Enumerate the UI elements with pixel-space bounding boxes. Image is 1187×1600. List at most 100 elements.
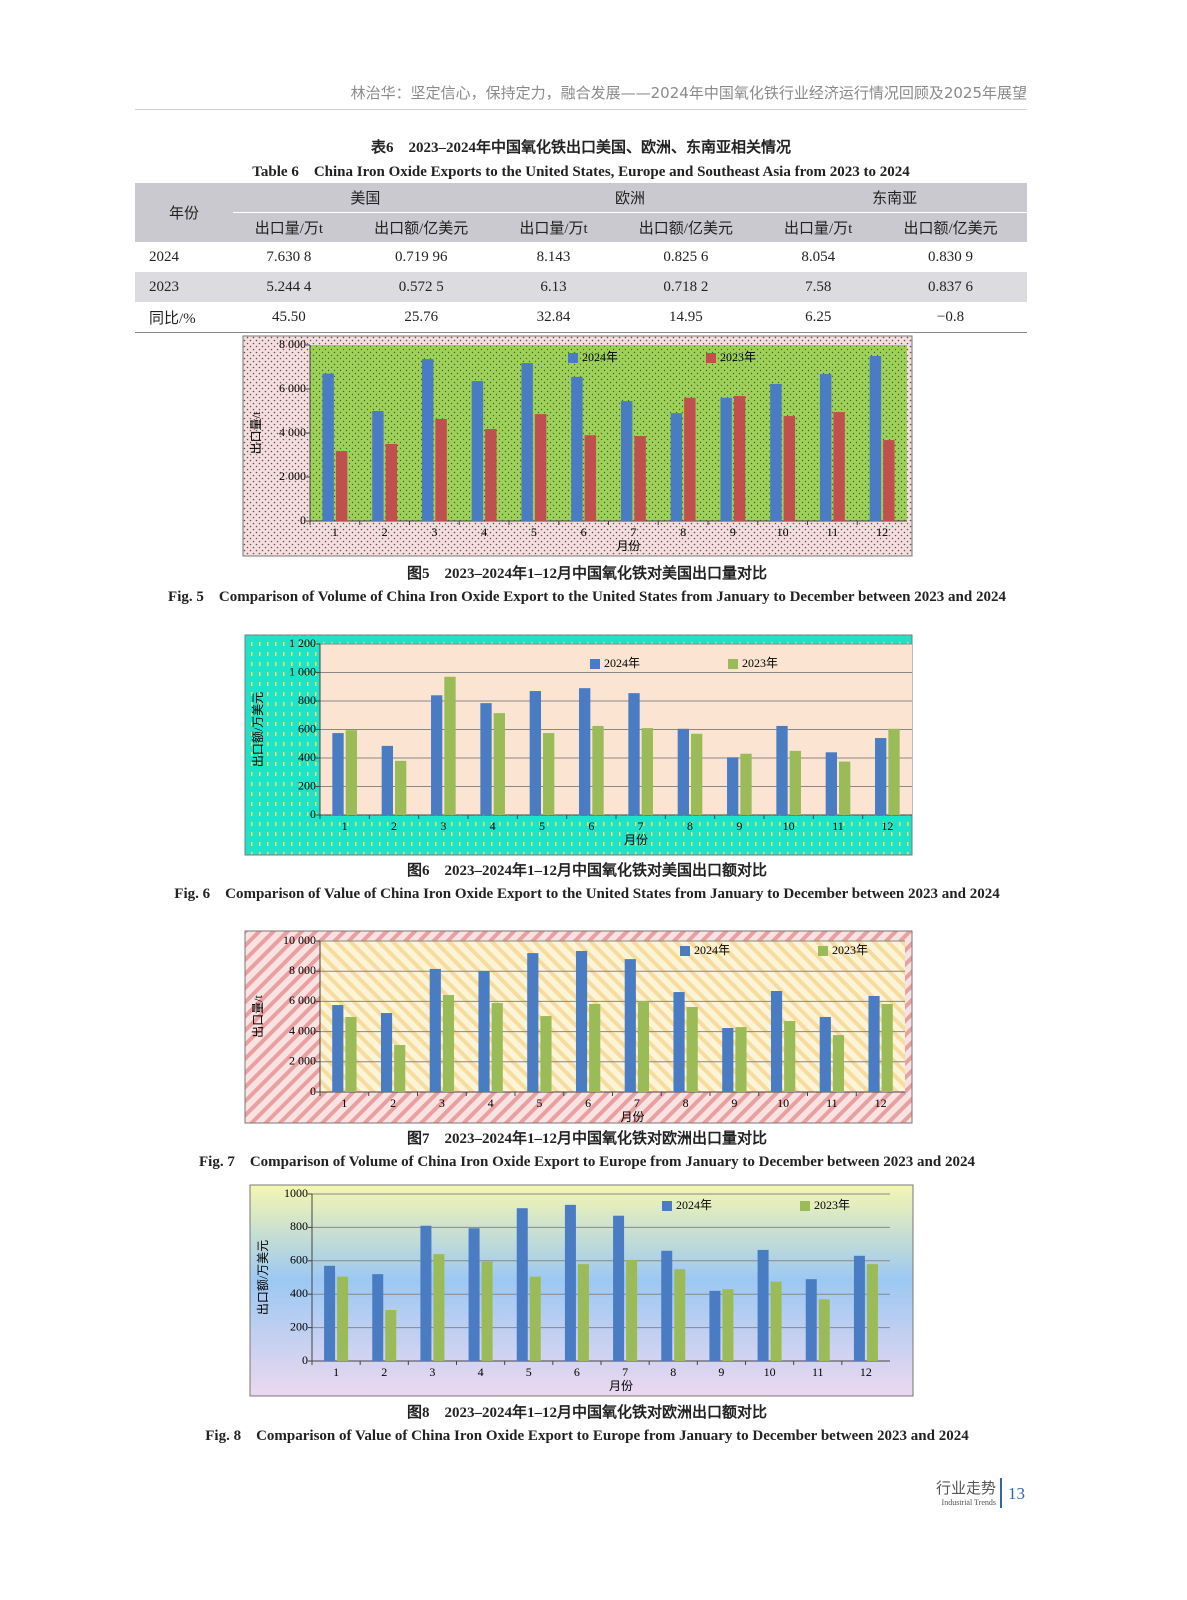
column-header: 出口额/亿美元 bbox=[609, 212, 763, 242]
bar bbox=[543, 733, 555, 815]
table-cell: 2023 bbox=[135, 272, 234, 302]
figure-caption-en: Fig. 7 Comparison of Volume of China Iro… bbox=[199, 1154, 975, 1170]
bar bbox=[770, 990, 783, 1092]
bar bbox=[853, 1255, 865, 1361]
column-header: 出口额/亿美元 bbox=[874, 212, 1027, 242]
y-tick-label: 4 000 bbox=[279, 425, 306, 439]
footer-bar bbox=[1000, 1478, 1002, 1508]
bar bbox=[481, 1261, 493, 1361]
bar bbox=[866, 1264, 878, 1361]
bar bbox=[516, 1208, 528, 1361]
x-axis-label: 月份 bbox=[620, 1110, 644, 1124]
y-axis-label: 出口额/万美元 bbox=[251, 692, 265, 767]
y-tick-label: 200 bbox=[298, 778, 316, 792]
x-tick-label: 12 bbox=[876, 525, 888, 539]
x-tick-label: 11 bbox=[827, 525, 839, 539]
table-cell: 7.630 8 bbox=[266, 248, 312, 265]
group-header: 东南亚 bbox=[762, 183, 1027, 213]
bar bbox=[776, 725, 788, 815]
bar bbox=[527, 953, 539, 1092]
section-name: 行业走势 bbox=[935, 1479, 996, 1497]
x-tick-label: 6 bbox=[574, 1365, 580, 1379]
x-tick-label: 2 bbox=[382, 525, 388, 539]
bar bbox=[485, 429, 497, 521]
x-tick-label: 10 bbox=[777, 525, 789, 539]
bar bbox=[380, 1013, 393, 1092]
section-name-en: Industrial Trends bbox=[941, 1498, 996, 1507]
bar bbox=[431, 695, 443, 815]
x-tick-label: 5 bbox=[536, 1096, 542, 1110]
y-tick-label: 0 bbox=[302, 1353, 308, 1367]
group-header: 美国 bbox=[233, 183, 498, 213]
table-cell: 5.244 4 bbox=[233, 272, 345, 302]
bar bbox=[819, 1016, 831, 1092]
x-tick-label: 6 bbox=[581, 525, 587, 539]
x-tick-label: 3 bbox=[429, 1365, 435, 1379]
legend-swatch bbox=[728, 659, 738, 669]
column-header: 出口量/万t bbox=[762, 212, 875, 242]
table-cell: 0.719 96 bbox=[394, 248, 448, 265]
bar bbox=[641, 728, 653, 815]
bar bbox=[540, 1016, 552, 1092]
y-tick-label: 2 000 bbox=[289, 1054, 316, 1068]
table-row: 同比/% 45.50 25.76 32.84 14.95 6.25 −0.8 bbox=[135, 302, 1027, 333]
table-cell: 32.84 bbox=[536, 308, 571, 325]
figure-caption: 图7 2023–2024年1–12月中国氧化铁对欧洲出口量对比 bbox=[406, 1131, 767, 1147]
table-cell: 7.58 bbox=[762, 272, 875, 302]
bar bbox=[677, 728, 689, 815]
bar bbox=[471, 381, 484, 521]
x-tick-label: 7 bbox=[634, 1096, 640, 1110]
legend-label: 2023年 bbox=[742, 656, 778, 670]
plot-area bbox=[320, 941, 905, 1092]
y-tick-label: 1 200 bbox=[289, 636, 316, 650]
bar bbox=[589, 1003, 601, 1092]
bar bbox=[345, 1016, 357, 1092]
bar bbox=[661, 1250, 673, 1361]
y-tick-label: 0 bbox=[310, 807, 316, 821]
bar bbox=[381, 745, 393, 815]
column-header: 出口额/亿美元 bbox=[344, 212, 498, 242]
x-tick-label: 2 bbox=[381, 1365, 387, 1379]
bar bbox=[722, 1289, 734, 1361]
group-header: 欧洲 bbox=[497, 183, 763, 213]
bar bbox=[789, 750, 801, 815]
bar bbox=[720, 397, 732, 521]
table-cell: 同比/% bbox=[149, 310, 196, 327]
legend-swatch bbox=[662, 1201, 672, 1211]
bar bbox=[491, 1003, 503, 1092]
x-tick-label: 5 bbox=[526, 1365, 532, 1379]
y-tick-label: 600 bbox=[290, 1253, 308, 1267]
bar bbox=[628, 693, 640, 815]
bar bbox=[433, 1254, 445, 1361]
x-tick-label: 2 bbox=[390, 1096, 396, 1110]
legend-swatch bbox=[800, 1201, 810, 1211]
bar bbox=[722, 1027, 734, 1092]
bar bbox=[444, 676, 456, 815]
x-tick-label: 3 bbox=[431, 525, 437, 539]
x-tick-label: 12 bbox=[875, 1096, 887, 1110]
table-row: 2024 7.630 8 0.719 96 8.143 0.825 6 8.054 0.83… bbox=[135, 242, 1027, 272]
y-tick-label: 800 bbox=[298, 693, 316, 707]
table-cell: −0.8 bbox=[936, 308, 965, 325]
x-tick-label: 12 bbox=[881, 819, 893, 833]
bar bbox=[394, 1045, 406, 1092]
legend-swatch bbox=[818, 946, 828, 956]
bar bbox=[727, 757, 739, 815]
column-header: 出口量/万t bbox=[233, 212, 345, 242]
x-tick-label: 7 bbox=[622, 1365, 628, 1379]
x-tick-label: 9 bbox=[736, 819, 742, 833]
bar bbox=[385, 1310, 397, 1361]
bar bbox=[670, 413, 683, 521]
figure-caption: 图6 2023–2024年1–12月中国氧化铁对美国出口额对比 bbox=[406, 863, 767, 879]
bar bbox=[529, 1276, 541, 1361]
bar bbox=[626, 1259, 638, 1361]
bar bbox=[372, 411, 384, 521]
bar bbox=[337, 1276, 349, 1361]
bar bbox=[686, 1006, 698, 1092]
x-tick-label: 8 bbox=[687, 819, 693, 833]
y-tick-label: 600 bbox=[298, 721, 316, 735]
